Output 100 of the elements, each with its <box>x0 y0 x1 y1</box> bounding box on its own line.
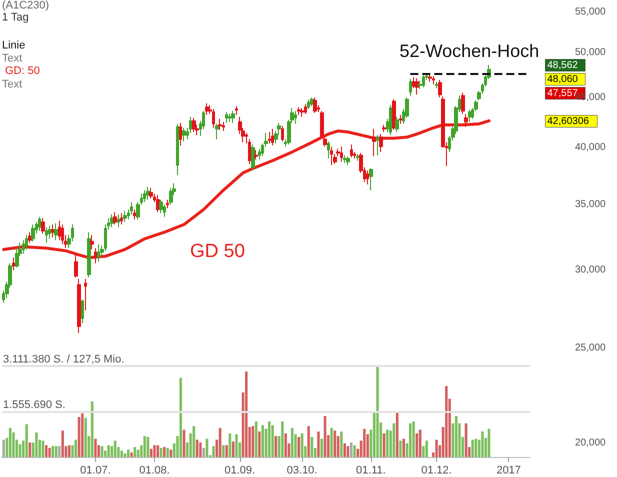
candlestick <box>435 81 438 89</box>
bar <box>202 448 205 457</box>
x-tick-label: 01.11. <box>356 464 386 476</box>
bar <box>2 440 5 457</box>
candlestick <box>392 98 396 130</box>
text: 48,562 <box>547 60 578 71</box>
candlestick <box>117 214 120 228</box>
candlestick <box>84 278 87 311</box>
candlestick <box>327 140 330 159</box>
candlestick <box>212 108 215 128</box>
candlestick <box>268 131 271 144</box>
bar <box>298 436 300 457</box>
bar <box>317 432 320 457</box>
candlestick <box>31 224 35 242</box>
bar <box>402 438 406 457</box>
candlestick <box>205 102 209 116</box>
candlestick <box>330 146 333 166</box>
bar <box>74 440 78 457</box>
candlestick <box>218 118 222 130</box>
candlestick <box>300 108 304 118</box>
bar <box>271 425 274 457</box>
bar <box>160 448 162 457</box>
candlestick <box>146 186 150 200</box>
bar <box>196 440 198 457</box>
bar <box>324 416 326 457</box>
x-tick-label: 03.10. <box>286 464 318 476</box>
ref-line-label: 1.555.690 S. <box>3 399 66 411</box>
candlestick <box>320 110 324 138</box>
y-tick-label: 35,000 <box>575 199 606 210</box>
candlestick <box>251 144 255 172</box>
bar <box>54 446 58 457</box>
candlestick <box>254 149 258 160</box>
candlestick <box>340 146 343 162</box>
bar <box>143 436 146 457</box>
candlestick <box>382 124 386 132</box>
bar <box>284 433 287 457</box>
bar <box>52 446 54 457</box>
candlestick <box>399 114 402 124</box>
y-tick-label: 25,000 <box>575 342 606 354</box>
candlestick <box>297 106 301 116</box>
bar <box>396 412 398 457</box>
candlestick <box>468 109 471 122</box>
candlestick <box>464 113 468 128</box>
bar <box>350 442 353 457</box>
y-tick-label: 30,000 <box>575 264 606 276</box>
candlestick <box>372 128 376 157</box>
bar <box>416 433 418 457</box>
bar <box>212 446 215 457</box>
bar <box>170 450 172 457</box>
bar <box>386 430 389 457</box>
bar <box>376 366 379 457</box>
bar <box>114 440 116 457</box>
bar <box>340 432 343 457</box>
bar <box>454 416 458 457</box>
bar <box>409 423 412 457</box>
ref-line-label: 52-Wochen-Hoch <box>399 40 540 61</box>
bar <box>107 445 110 457</box>
bar <box>130 452 133 457</box>
line-series <box>2 119 491 260</box>
x-tick-label: 2017 <box>496 464 521 476</box>
bar <box>192 426 196 457</box>
bar <box>464 423 468 457</box>
x-tick-label: 01.07. <box>80 464 111 476</box>
x-tick-label: 01.12. <box>421 464 452 476</box>
candlestick <box>228 113 232 122</box>
bar <box>392 423 396 457</box>
candlestick <box>169 187 173 206</box>
candlestick <box>133 208 137 220</box>
candlestick <box>77 278 81 334</box>
bar <box>274 436 278 457</box>
candlestick <box>294 110 297 124</box>
bar <box>182 430 186 457</box>
candlestick <box>166 199 169 209</box>
bar <box>100 446 104 457</box>
candlestick <box>54 222 58 241</box>
bar <box>163 446 166 457</box>
candlestick <box>346 156 350 166</box>
candlestick <box>369 168 373 191</box>
x-tick-label: 01.09. <box>224 464 256 476</box>
bar <box>28 442 32 457</box>
candlestick <box>231 110 235 124</box>
bar <box>68 445 71 457</box>
candlestick <box>12 257 15 271</box>
candlestick <box>81 299 84 324</box>
bar <box>12 432 15 457</box>
candlestick <box>379 134 383 152</box>
bar <box>228 433 232 457</box>
bar <box>179 378 182 457</box>
bar <box>199 442 202 457</box>
chart-subtitle: 1 Tag <box>2 12 29 24</box>
text: GD: 50 <box>5 65 40 77</box>
bar <box>81 413 84 457</box>
bar <box>353 445 356 457</box>
candlestick <box>366 170 369 185</box>
bar <box>78 416 80 457</box>
candlestick <box>389 104 392 136</box>
candlestick <box>90 234 94 250</box>
candlestick <box>149 187 153 200</box>
bar <box>232 442 234 457</box>
bar <box>84 418 87 457</box>
